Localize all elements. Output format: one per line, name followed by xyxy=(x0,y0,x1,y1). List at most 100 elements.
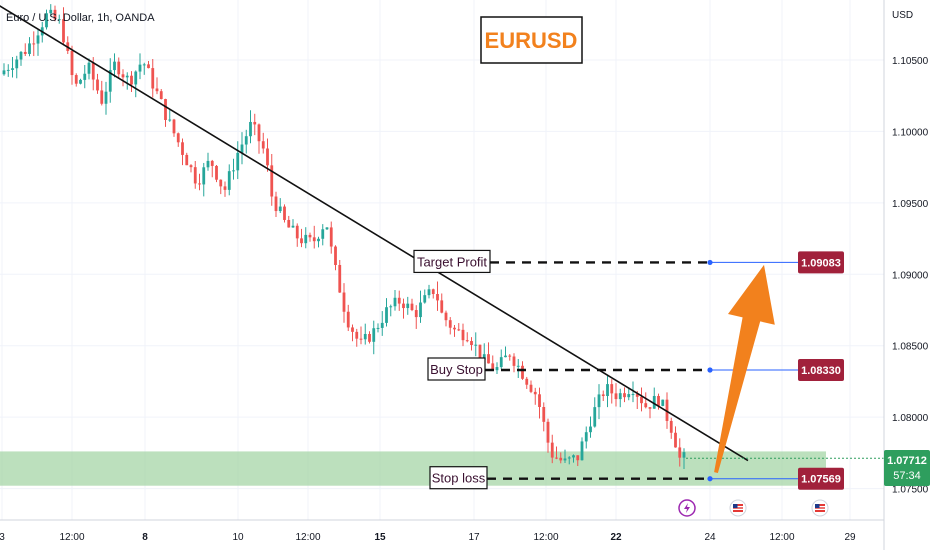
candle-body xyxy=(576,455,580,461)
candle-body xyxy=(346,311,350,328)
currency-label: USD xyxy=(892,10,913,21)
candle-body xyxy=(227,171,231,190)
forecast-arrow-shape xyxy=(714,264,775,473)
candle-body xyxy=(669,420,673,433)
candle-body xyxy=(36,35,40,44)
candle-body xyxy=(244,136,248,145)
candle-body xyxy=(308,234,312,238)
candle-body xyxy=(6,69,10,71)
candle-body xyxy=(465,340,469,342)
candle-body xyxy=(23,51,27,54)
level-price-badge xyxy=(798,359,844,381)
candle-body xyxy=(121,74,125,78)
candle-body xyxy=(368,333,371,342)
candle-body xyxy=(15,59,19,69)
symbol-label: EURUSD xyxy=(485,28,578,53)
candle-body xyxy=(108,70,112,92)
us-flag-event-icon[interactable] xyxy=(729,499,747,517)
candle-body xyxy=(567,457,571,459)
candle-body xyxy=(295,225,299,239)
candle-body xyxy=(631,394,635,396)
candle-body xyxy=(270,165,274,197)
level-anchor-point[interactable] xyxy=(707,476,713,482)
candle-body xyxy=(236,152,240,171)
level-stop-loss[interactable]: Stop loss 1.07569 xyxy=(429,466,844,490)
y-tick-label: 1.09500 xyxy=(892,199,929,210)
symbol-box: EURUSD xyxy=(480,16,583,64)
candle-body xyxy=(198,183,201,185)
candle-body xyxy=(385,307,388,323)
candle-body xyxy=(550,442,554,458)
candle-body xyxy=(453,327,456,330)
lightning-event-icon[interactable] xyxy=(678,499,696,517)
level-label: Buy Stop xyxy=(430,362,483,377)
candle-body xyxy=(555,457,558,459)
candle-body xyxy=(155,88,159,92)
candle-body xyxy=(45,13,48,28)
candle-body xyxy=(342,292,346,312)
y-tick-label: 1.07500 xyxy=(892,485,929,496)
candle-body xyxy=(525,378,529,385)
candle-body xyxy=(274,196,278,212)
current-price-badge: 1.07712 57:34 xyxy=(884,450,930,486)
candle-body xyxy=(448,320,452,328)
candle-body xyxy=(423,295,427,303)
candle-body xyxy=(652,395,656,409)
level-target-profit[interactable]: Target Profit 1.09083 xyxy=(413,249,844,274)
candle-body xyxy=(215,165,218,180)
candle-body xyxy=(610,384,614,394)
candle-body xyxy=(113,61,116,71)
level-anchor-point[interactable] xyxy=(707,259,713,266)
candle-body xyxy=(606,384,609,397)
candle-body xyxy=(461,329,465,341)
candle-body xyxy=(661,399,665,406)
candle-body xyxy=(147,64,150,69)
candle-body xyxy=(436,294,439,301)
candle-body xyxy=(402,303,405,309)
candle-body xyxy=(482,354,486,360)
candle-body xyxy=(491,363,495,371)
candle-body xyxy=(249,121,252,137)
candle-body xyxy=(682,452,686,458)
candle-body xyxy=(495,367,499,371)
candle-body xyxy=(232,170,235,172)
candle-body xyxy=(504,355,507,358)
level-buy-stop[interactable]: Buy Stop 1.08330 xyxy=(427,357,844,381)
candle-body xyxy=(91,62,95,80)
level-label-box xyxy=(413,249,491,274)
x-tick-label: 22 xyxy=(610,532,622,543)
candle-body xyxy=(317,238,320,242)
candle-body xyxy=(533,391,537,395)
candle-body xyxy=(223,186,227,190)
level-anchor-point[interactable] xyxy=(707,367,713,373)
candle-body xyxy=(83,73,87,80)
x-tick-label: 17 xyxy=(468,532,480,543)
candle-body xyxy=(202,167,206,185)
candle-body xyxy=(28,43,31,54)
us-flag-event-icon[interactable] xyxy=(811,499,829,517)
candle-body xyxy=(57,19,61,21)
candle-body xyxy=(589,426,592,433)
candle-body xyxy=(253,121,257,125)
candle-body xyxy=(210,160,214,166)
candle-body xyxy=(380,322,384,328)
candle-body xyxy=(521,365,524,379)
candle-body xyxy=(172,119,176,134)
candle-body xyxy=(393,297,397,307)
candle-body xyxy=(623,393,626,398)
candle-body xyxy=(542,406,546,422)
candle-body xyxy=(444,312,448,321)
level-price-label: 1.07569 xyxy=(801,474,841,486)
candle-body xyxy=(516,365,520,367)
downtrend-line[interactable] xyxy=(0,0,749,462)
candle-body xyxy=(529,384,533,392)
candle-body xyxy=(181,142,184,155)
y-tick-label: 1.10500 xyxy=(892,56,929,67)
level-price-badge xyxy=(798,251,844,274)
candle-body xyxy=(62,19,65,43)
candle-body xyxy=(457,329,461,331)
candle-body xyxy=(601,394,605,397)
